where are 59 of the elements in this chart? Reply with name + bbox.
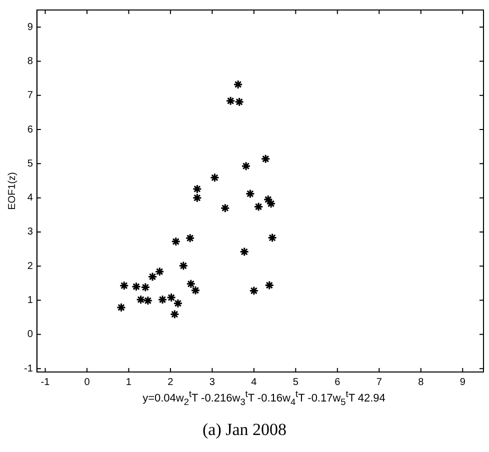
y-tick-label: 9 (27, 22, 34, 33)
point (264, 280, 274, 290)
text: y=0.04w$_{2}$$^{t}$T -0.216w$_{3}$$^{t}$T -0.16w$_{4}$$^{t}$T -0.17w$_{5}$$^{t}$T 42.94 (142, 389, 386, 407)
y-tick-label: 7 (27, 90, 34, 102)
point (158, 294, 168, 304)
point (185, 233, 195, 243)
point (266, 198, 276, 208)
point (249, 286, 259, 296)
point (226, 96, 236, 106)
point (136, 294, 146, 304)
point (116, 302, 126, 312)
point (140, 282, 150, 292)
point (186, 279, 196, 289)
x-tick-label: -1 (40, 376, 50, 388)
x-tick-label: 7 (376, 376, 382, 388)
point (119, 280, 129, 290)
x-tick-label: 6 (334, 376, 341, 388)
y-tick-label: 6 (27, 124, 34, 136)
y-tick-label: 1 (27, 295, 34, 306)
y-tick-label: 2 (27, 260, 34, 272)
point (268, 233, 278, 243)
point (171, 236, 181, 246)
y-tick-label: 5 (27, 158, 34, 170)
x-tick-label: 1 (126, 376, 132, 388)
point (170, 310, 180, 320)
point (131, 282, 141, 292)
point (240, 247, 250, 257)
point (154, 266, 164, 276)
y-tick-label: 0 (27, 329, 34, 340)
x-tick-label: 3 (209, 376, 216, 388)
point (166, 292, 176, 302)
point (192, 193, 202, 203)
point (245, 188, 255, 198)
y-tick-label: 3 (27, 226, 34, 238)
x-tick-label: 4 (251, 376, 258, 388)
point (263, 194, 273, 204)
point (210, 172, 220, 182)
point (178, 261, 188, 271)
point (148, 272, 158, 282)
point (254, 202, 264, 212)
point (234, 97, 244, 107)
x-tick-label: 2 (168, 376, 174, 388)
y-tick-label: 8 (27, 56, 34, 67)
point (233, 80, 243, 90)
point (192, 184, 202, 194)
x-tick-label: 0 (84, 376, 90, 388)
point (143, 296, 153, 306)
y-tick-label: 4 (27, 192, 34, 204)
y-tick-label: -1 (24, 363, 34, 374)
point (260, 154, 270, 164)
x-tick-label: 8 (418, 376, 424, 388)
point (190, 286, 200, 296)
point (241, 161, 251, 171)
x-tick-label: 9 (460, 376, 466, 388)
point (173, 298, 183, 308)
x-tick-label: 5 (292, 376, 299, 388)
point (220, 203, 230, 213)
text: (a) Jan 2008 (201, 420, 288, 440)
y-axis-title: EOF1(z) (6, 172, 18, 210)
